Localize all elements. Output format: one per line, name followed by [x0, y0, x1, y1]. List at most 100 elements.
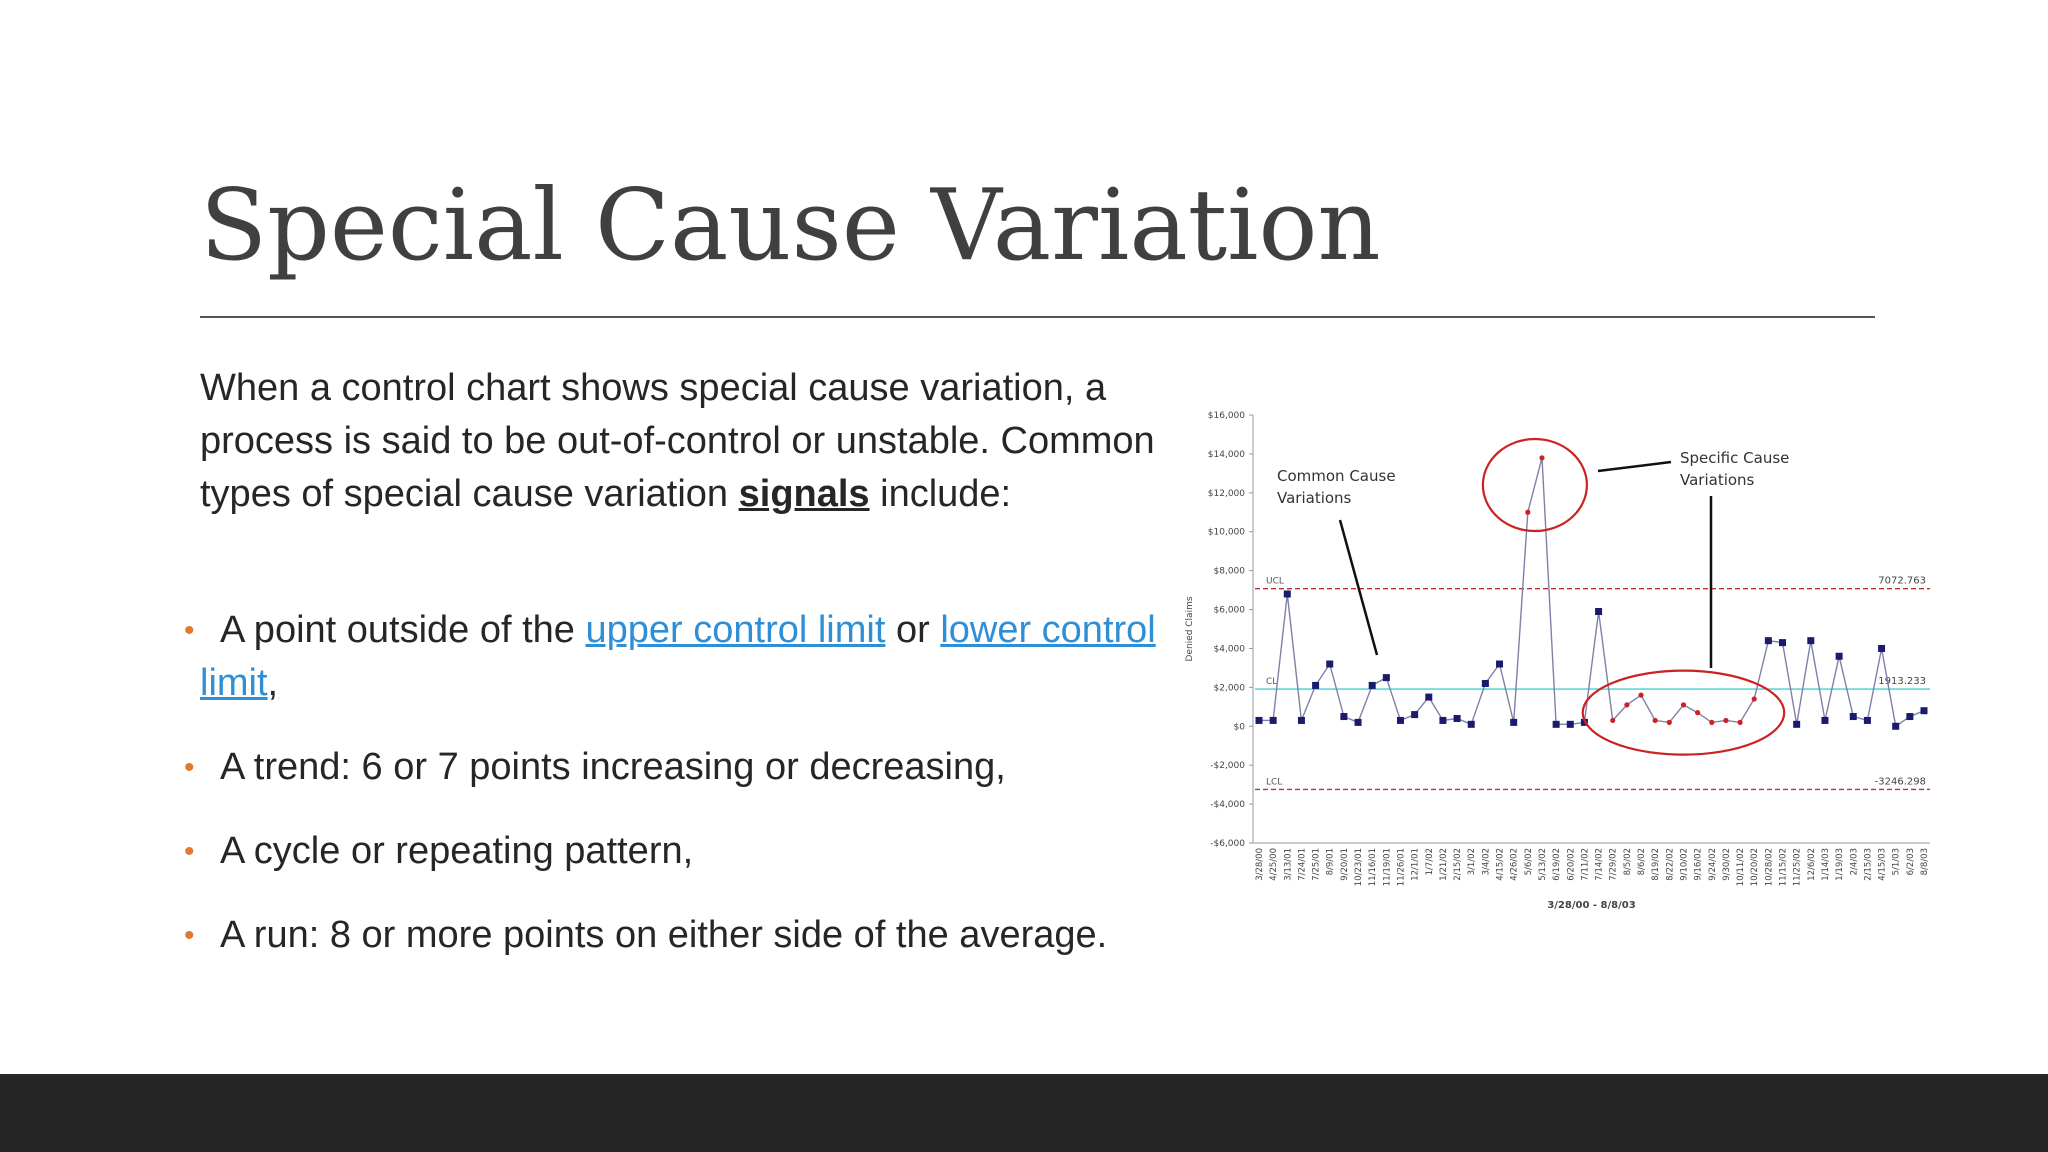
data-point [1340, 713, 1348, 721]
x-tick-label: 12/1/01 [1411, 848, 1421, 881]
data-point [1312, 681, 1320, 689]
x-tick-label: 9/24/02 [1708, 848, 1718, 881]
data-point [1821, 716, 1829, 724]
intro-text-1: When a control chart shows special cause… [200, 367, 1155, 515]
bullet-item-trend: • A trend: 6 or 7 points increasing or d… [184, 741, 1200, 794]
data-point [1368, 681, 1376, 689]
data-point [1467, 720, 1475, 728]
common-cause-pointer-line [1338, 519, 1379, 656]
special-cause-highlight-run [1581, 669, 1786, 756]
x-tick-label: 10/28/02 [1764, 848, 1774, 886]
data-point [1255, 716, 1263, 724]
data-point [1595, 607, 1603, 615]
data-point [1807, 637, 1815, 645]
special-cause-highlight-spike [1481, 437, 1589, 533]
bullet-list: • A point outside of the upper control l… [184, 604, 1200, 962]
bullet-text-post: , [267, 662, 279, 704]
special-cause-point [1737, 719, 1743, 725]
cl-value-label: 1913.233 [1878, 676, 1926, 687]
x-tick-label: 3/4/02 [1481, 848, 1491, 875]
data-point [1863, 716, 1871, 724]
data-point [1283, 590, 1291, 598]
cl-label: CL [1266, 677, 1277, 687]
data-point [1878, 644, 1886, 652]
special-cause-point [1525, 509, 1531, 515]
bullet-text-pre: A point outside of the [220, 609, 586, 651]
bullet-dot-icon: • [184, 614, 195, 647]
footer-bar [0, 1074, 2048, 1152]
x-tick-label: 1/14/03 [1821, 848, 1831, 881]
data-point [1269, 716, 1277, 724]
x-tick-label: 2/15/03 [1863, 848, 1873, 881]
upper-control-limit-link[interactable]: upper control limit [585, 609, 886, 651]
x-tick-label: 10/11/02 [1736, 848, 1746, 886]
slide-title: Special Cause Variation [200, 169, 1381, 283]
data-point [1326, 660, 1334, 668]
data-point [1396, 716, 1404, 724]
x-tick-label: 9/30/02 [1722, 848, 1732, 881]
bullet-item-run: • A run: 8 or more points on either side… [184, 909, 1200, 962]
intro-paragraph: When a control chart shows special cause… [200, 362, 1200, 521]
x-tick-label: 11/15/02 [1779, 848, 1789, 886]
x-tick-label: 7/29/02 [1609, 848, 1619, 881]
bullet-dot-icon: • [184, 835, 195, 868]
specific-cause-pointer-line-upper [1597, 460, 1672, 473]
specific-cause-annotation-text: Specific Cause [1680, 449, 1789, 467]
special-cause-point [1709, 719, 1715, 725]
special-cause-point [1638, 692, 1644, 698]
bullet-item-cycle: • A cycle or repeating pattern, [184, 825, 1200, 878]
y-tick-label: $2,000 [1214, 683, 1246, 693]
data-point [1920, 707, 1928, 715]
y-axis-title: Denied Claims [1185, 596, 1195, 661]
title-divider [200, 316, 1875, 318]
special-cause-point [1624, 702, 1630, 708]
x-tick-label: 6/19/02 [1552, 848, 1562, 881]
data-point [1382, 674, 1390, 682]
data-point [1425, 693, 1433, 701]
x-tick-label: 11/25/02 [1793, 848, 1803, 886]
y-tick-label: -$6,000 [1210, 839, 1245, 849]
x-tick-label: 2/4/03 [1849, 848, 1859, 875]
x-tick-label: 11/19/01 [1382, 848, 1392, 886]
bullet-text-mid: or [885, 609, 941, 651]
x-tick-label: 8/5/02 [1623, 848, 1633, 875]
special-cause-point [1723, 717, 1729, 724]
x-tick-label: 3/13/01 [1283, 848, 1293, 881]
special-cause-point [1695, 710, 1701, 716]
bullet-text: A point outside of the upper control lim… [200, 609, 1156, 704]
x-tick-label: 12/6/02 [1807, 848, 1817, 881]
lcl-label: LCL [1266, 777, 1282, 787]
x-tick-label: 8/9/01 [1326, 848, 1336, 875]
x-tick-label: 3/28/00 [1255, 848, 1265, 881]
data-point [1764, 637, 1772, 645]
bullet-text: A cycle or repeating pattern, [220, 830, 694, 872]
bullet-dot-icon: • [184, 751, 195, 784]
x-tick-label: 4/15/03 [1878, 848, 1888, 881]
x-tick-label: 1/21/02 [1439, 848, 1449, 881]
x-tick-label: 2/15/02 [1453, 848, 1463, 881]
special-cause-point [1539, 455, 1545, 461]
bullet-text: A run: 8 or more points on either side o… [220, 914, 1108, 956]
ucl-value-label: 7072.763 [1878, 576, 1926, 587]
x-tick-label: 4/26/02 [1510, 848, 1520, 881]
common-cause-annotation-text: Variations [1277, 489, 1352, 507]
lower-control-limit-link[interactable]: lower control limit [200, 609, 1156, 704]
ucl-label: UCL [1266, 577, 1284, 587]
data-point [1793, 720, 1801, 728]
data-point [1481, 679, 1489, 687]
y-tick-label: $6,000 [1214, 606, 1246, 616]
data-point [1835, 652, 1843, 660]
data-point [1779, 639, 1787, 647]
x-tick-label: 5/1/03 [1892, 848, 1902, 875]
x-tick-label: 11/16/01 [1368, 848, 1378, 886]
y-tick-label: $4,000 [1214, 644, 1246, 654]
x-tick-label: 5/13/02 [1538, 848, 1548, 881]
y-tick-label: $8,000 [1214, 567, 1246, 577]
x-tick-label: 8/22/02 [1665, 848, 1675, 881]
y-tick-label: $0 [1234, 722, 1246, 732]
x-tick-label: 7/25/01 [1312, 848, 1322, 881]
data-point [1892, 722, 1900, 730]
x-tick-label: 1/19/03 [1835, 848, 1845, 881]
y-tick-label: $14,000 [1208, 450, 1245, 460]
y-tick-label: -$4,000 [1210, 800, 1245, 810]
